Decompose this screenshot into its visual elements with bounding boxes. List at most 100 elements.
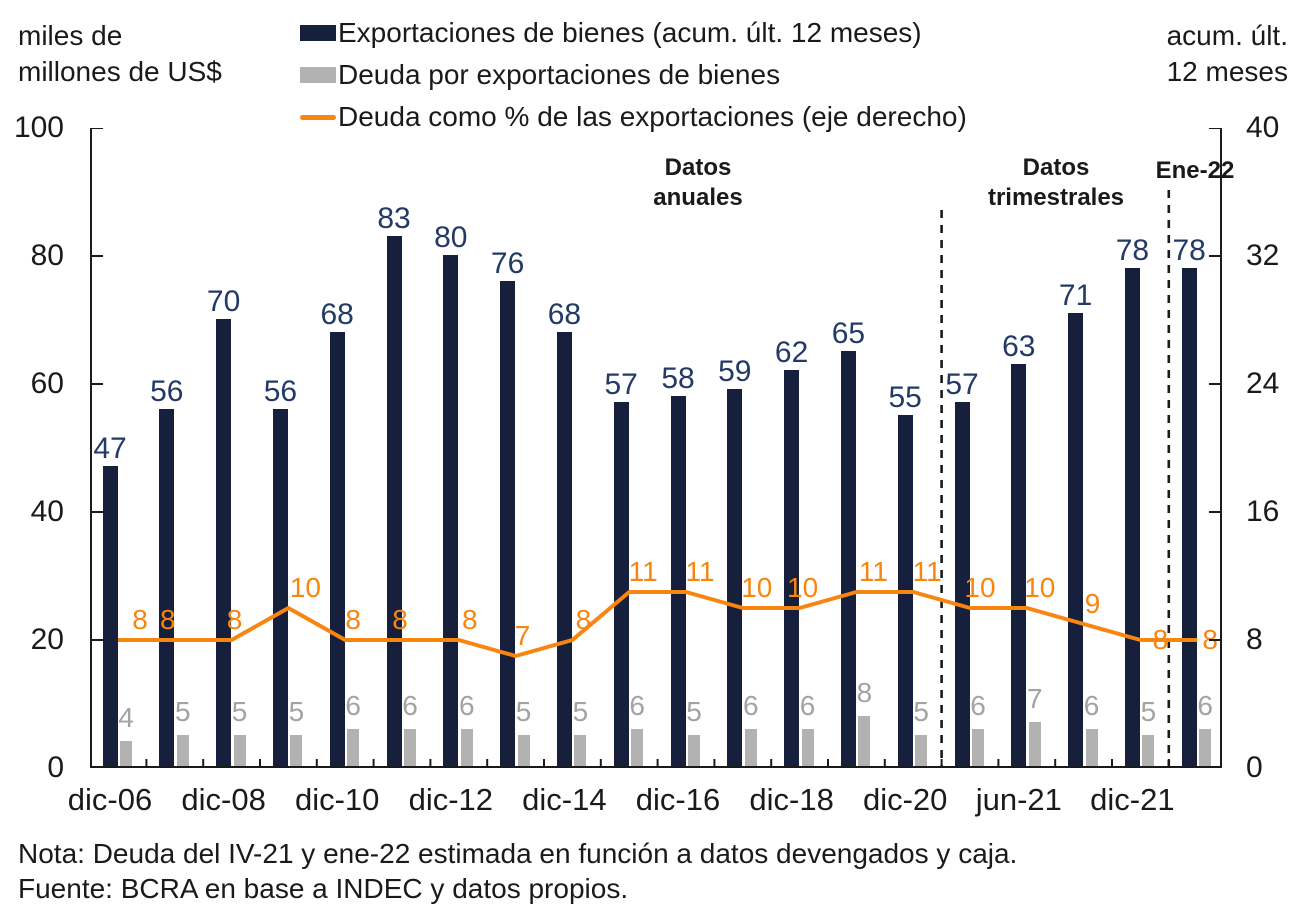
x-tick-label: jun-21 [975,782,1062,817]
x-tick-label: dic-21 [1090,782,1175,817]
plot-area: 47 4 8 56 5 8 70 5 8 56 5 10 68 6 8 83 6 8 80 6 8 76 5 7 68 5 8 57 6… [90,128,1222,768]
export-bar [727,389,743,767]
left-axis-title: miles de millones de US$ [18,20,222,87]
debt-value-label: 5 [231,696,248,727]
debt-bar [1142,735,1155,767]
debt-bar [460,728,473,767]
debt-value-label: 6 [743,689,759,721]
export-bar [784,370,800,767]
legend-label: Deuda como % de las exportaciones (eje d… [338,101,967,132]
debt-bar [1028,722,1041,767]
export-value-label: 58 [661,361,695,395]
ratio-value-label: 8 [160,604,176,635]
debt-value-label: 5 [175,696,191,727]
export-value-label: 59 [718,355,752,389]
debt-value-label: 6 [402,689,418,721]
ratio-value-label: 10 [964,572,996,603]
debt-bar [404,728,416,767]
debt-value-label: 5 [913,696,929,727]
export-bar [102,466,118,767]
annotation-datos-trimestrales: Datos trimestrales [987,154,1125,211]
ratio-value-label: 11 [912,556,942,587]
note-line: Nota: Deuda del IV-21 y ene-22 estimada … [18,838,1018,869]
debt-bar [915,735,928,767]
x-tick-label: dic-16 [635,782,721,817]
debt-bar [120,741,132,767]
source-line: Fuente: BCRA en base a INDEC y datos pro… [18,873,629,904]
debt-value-label: 6 [970,689,986,721]
ratio-value-label: 8 [1202,624,1218,655]
legend-item-ratio: Deuda como % de las exportaciones (eje d… [300,96,967,138]
export-bar [1011,363,1027,767]
debt-bar [574,735,587,767]
right-axis-tick-label: 32 [1246,239,1280,272]
debt-value-label: 6 [799,689,816,721]
debt-value-label: 6 [459,689,475,721]
right-axis-tick-label: 0 [1246,751,1263,784]
left-axis-tick-label: 0 [47,751,64,784]
debt-bar [347,728,360,767]
export-value-label: 56 [263,374,298,408]
export-value-label: 55 [888,381,922,414]
debt-value-label: 4 [118,702,134,734]
export-value-label: 83 [377,201,411,235]
right-axis-tick-label: 16 [1246,495,1280,528]
debt-bar [176,735,189,767]
debt-bar [744,728,757,767]
right-axis-tick-label: 40 [1246,111,1280,144]
left-axis-tick-label: 20 [30,623,64,656]
debt-bar [290,735,303,767]
debt-swatch-icon [300,67,336,83]
legend-label: Deuda por exportaciones de bienes [338,59,781,90]
annotation-datos-anuales: Datos anuales [653,154,743,211]
left-axis-tick-label: 60 [30,367,64,400]
debt-bar [631,728,644,767]
debt-value-label: 6 [629,689,645,721]
ratio-value-label: 10 [787,572,819,603]
export-bar [386,235,402,767]
ratio-value-label: 10 [289,572,321,603]
debt-bar [517,735,530,767]
export-value-label: 47 [93,432,127,466]
debt-bar [688,735,700,767]
legend-item-exports: Exportaciones de bienes (acum. últ. 12 m… [300,12,967,54]
footnotes: Nota: Deuda del IV-21 y ene-22 estimada … [18,836,1017,906]
debt-value-label: 6 [345,689,361,721]
export-value-label: 56 [150,374,184,408]
export-bar [1124,267,1140,767]
legend: Exportaciones de bienes (acum. últ. 12 m… [300,12,967,138]
ratio-value-label: 8 [575,604,592,635]
annotation-ene-22: Ene-22 [1155,157,1235,184]
debt-value-label: 7 [1027,683,1043,715]
debt-value-label: 8 [856,676,873,708]
debt-bar [801,728,814,767]
export-value-label: 57 [945,368,979,402]
export-value-label: 68 [320,297,354,331]
debt-value-label: 6 [1083,689,1100,721]
right-axis-tick-label: 8 [1246,623,1263,656]
debt-bar [972,728,984,767]
ratio-value-label: 9 [1084,588,1101,619]
export-value-label: 62 [774,336,809,370]
ratio-value-label: 8 [226,604,243,635]
debt-value-label: 5 [1140,696,1157,727]
export-value-label: 70 [206,285,241,318]
ratio-value-label: 11 [628,556,658,587]
x-tick-label: dic-08 [181,782,266,817]
export-bar [556,331,572,767]
export-bar [954,402,970,767]
export-value-label: 57 [604,368,638,402]
export-bar [272,408,288,767]
debt-value-label: 5 [686,696,702,727]
chart-axes-and-line [90,128,1222,768]
x-tick-label: dic-18 [749,782,834,817]
ratio-value-label: 7 [514,620,531,651]
export-value-label: 78 [1115,233,1150,267]
left-axis-tick-label: 100 [13,111,64,144]
x-tick-label: dic-12 [408,782,494,817]
x-tick-label: dic-10 [294,782,380,817]
debt-value-label: 5 [515,696,532,727]
export-bar [500,280,516,767]
legend-item-debt: Deuda por exportaciones de bienes [300,54,967,96]
